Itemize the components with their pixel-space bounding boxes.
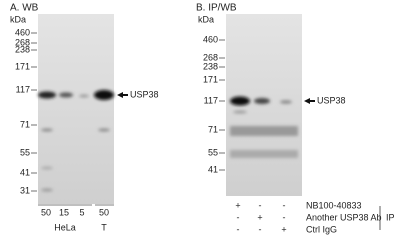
panel-title: B. IP/WB bbox=[196, 3, 237, 14]
marker-label: 71 bbox=[20, 119, 30, 129]
sign: - bbox=[259, 224, 262, 234]
marker-label: 41 bbox=[20, 167, 30, 177]
marker-label: 117 bbox=[16, 84, 30, 94]
sign: - bbox=[259, 200, 262, 210]
marker-label: 41 bbox=[208, 164, 218, 174]
marker-label: 171 bbox=[15, 61, 30, 71]
lane-label: 15 bbox=[59, 207, 69, 217]
group-label: T bbox=[101, 222, 107, 232]
bands bbox=[38, 90, 114, 192]
sign: - bbox=[283, 200, 286, 210]
lane-label: 5 bbox=[79, 207, 84, 217]
band-label: USP38 bbox=[317, 95, 346, 105]
marker-label: 460 bbox=[203, 34, 218, 44]
band-label: USP38 bbox=[130, 89, 159, 99]
row-label: Another USP38 Ab bbox=[306, 212, 382, 222]
marker-label: 268 bbox=[203, 52, 218, 62]
unit: kDa bbox=[10, 14, 26, 24]
arrow bbox=[117, 92, 128, 98]
group-label: HeLa bbox=[54, 222, 76, 232]
marker-label: 268 bbox=[15, 37, 30, 47]
marker-label: 117 bbox=[204, 95, 218, 105]
sign: + bbox=[257, 212, 262, 222]
sign: + bbox=[235, 200, 240, 210]
bands bbox=[230, 96, 298, 158]
sign: - bbox=[237, 212, 240, 222]
marker-label: 238 bbox=[203, 61, 218, 71]
lane-label: 50 bbox=[99, 207, 109, 217]
blot bbox=[38, 14, 114, 204]
marker-label: 71 bbox=[208, 124, 218, 134]
sign: - bbox=[283, 212, 286, 222]
marker-label: 238 bbox=[15, 44, 30, 54]
sign: + bbox=[281, 224, 286, 234]
arrow bbox=[304, 98, 315, 104]
unit: kDa bbox=[198, 14, 214, 24]
marker-label: 460 bbox=[15, 27, 30, 37]
sign: - bbox=[237, 224, 240, 234]
marker-label: 31 bbox=[20, 185, 30, 195]
marker-label: 55 bbox=[20, 147, 30, 157]
marker-label: 55 bbox=[208, 147, 218, 157]
row-label: NB100-40833 bbox=[306, 200, 362, 210]
group-label: IP bbox=[386, 212, 395, 222]
panel-title: A. WB bbox=[10, 3, 39, 14]
marker-label: 171 bbox=[203, 74, 218, 84]
row-label: Ctrl IgG bbox=[306, 224, 337, 234]
lane-label: 50 bbox=[41, 207, 51, 217]
